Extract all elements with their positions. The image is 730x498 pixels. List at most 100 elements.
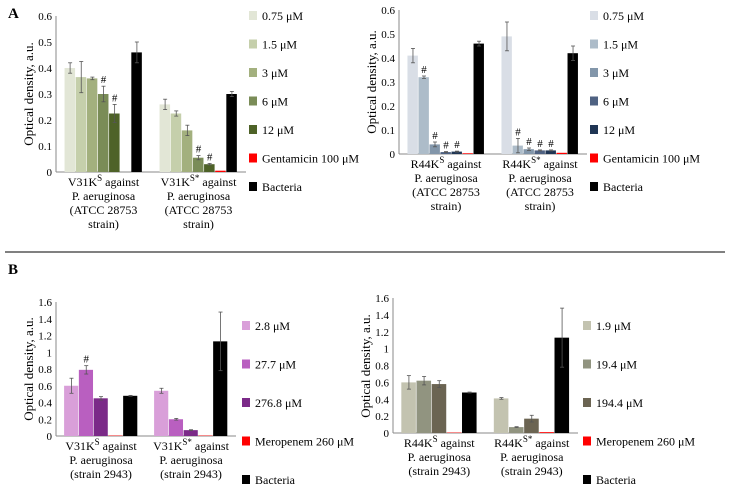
- category-label: R44KS* against: [502, 155, 578, 171]
- significance-mark: #: [454, 139, 460, 151]
- category-label-line: (strain 2943): [160, 467, 222, 481]
- significance-mark: #: [548, 138, 554, 150]
- bar: [123, 395, 138, 436]
- legend-swatch: [590, 125, 598, 134]
- bar: [181, 130, 193, 172]
- bar: [524, 418, 539, 433]
- significance-mark: #: [515, 126, 521, 138]
- significance-mark: #: [83, 354, 89, 366]
- y-tick-label: 0.2: [38, 115, 52, 127]
- y-tick-label: 0.8: [38, 364, 52, 376]
- legend-label: 3 μM: [262, 66, 288, 80]
- legend-swatch: [590, 68, 598, 77]
- legend-swatch: [242, 398, 250, 407]
- legend-label: Gentamicin 100 μM: [262, 152, 359, 166]
- legend-swatch: [583, 475, 591, 484]
- bar: [440, 152, 451, 154]
- legend-label: 27.7 μM: [255, 358, 296, 372]
- y-axis-label: Optical density, a.u.: [21, 42, 36, 146]
- legend-label: 194.4 μM: [596, 396, 643, 410]
- bar: [168, 419, 184, 436]
- y-tick-label: 1: [47, 347, 53, 359]
- significance-mark: #: [207, 151, 213, 163]
- bar: [131, 52, 142, 172]
- significance-mark: #: [101, 74, 107, 86]
- legend-label: Meropenem 260 μM: [255, 435, 354, 449]
- bar: [451, 151, 462, 154]
- legend-label: 1.5 μM: [262, 38, 297, 52]
- legend-swatch: [249, 182, 257, 191]
- legend-swatch: [583, 436, 591, 446]
- y-tick-label: 1.6: [38, 297, 52, 309]
- legend-label: Bacteria: [596, 473, 637, 487]
- legend-swatch: [242, 359, 250, 369]
- y-axis-label: Optical density, a.u.: [364, 30, 379, 134]
- y-tick-label: 1: [384, 344, 390, 356]
- y-tick-label: 0.3: [38, 89, 52, 101]
- category-label-line: P. aeruginosa: [408, 450, 472, 464]
- legend-swatch: [590, 182, 598, 191]
- legend-swatch: [249, 68, 257, 77]
- category-label-line: P. aeruginosa: [72, 189, 136, 203]
- legend-swatch: [590, 96, 598, 106]
- legend-label: 12 μM: [262, 123, 294, 137]
- category-label: R44KS against: [411, 155, 482, 171]
- bar: [78, 369, 94, 436]
- bar: [204, 164, 215, 172]
- bar: [416, 380, 432, 433]
- y-tick-label: 1.2: [375, 327, 389, 339]
- category-label-line: (ATCC 28753: [506, 185, 574, 199]
- y-tick-label: 0: [47, 167, 53, 179]
- category-label: V31KS* against: [161, 173, 238, 189]
- category-label-line: strain): [183, 217, 214, 231]
- category-label-line: (ATCC 28753: [165, 203, 233, 217]
- category-label-line: (ATCC 28753: [70, 203, 138, 217]
- bar: [431, 384, 447, 433]
- bar: [183, 430, 198, 436]
- y-tick-label: 1.6: [375, 293, 389, 305]
- category-label: V31KS* against: [153, 437, 230, 453]
- legend-swatch: [590, 39, 598, 49]
- legend-label: 0.75 μM: [262, 9, 303, 23]
- bar: [508, 427, 524, 433]
- y-tick-label: 0: [390, 149, 396, 161]
- category-label-line: strain): [88, 217, 119, 231]
- significance-mark: #: [526, 136, 532, 148]
- y-tick-label: 0.6: [381, 5, 395, 17]
- panel-label-b: B: [8, 262, 18, 278]
- y-tick-label: 0.4: [375, 394, 389, 406]
- category-label-line: P. aeruginosa: [167, 189, 231, 203]
- bar: [418, 77, 429, 154]
- legend-label: Bacteria: [603, 180, 644, 194]
- legend-swatch: [249, 11, 257, 20]
- legend-label: 6 μM: [603, 95, 629, 109]
- category-label-line: P. aeruginosa: [414, 171, 478, 185]
- category-label: V31KS against: [65, 437, 137, 453]
- legend-swatch: [249, 39, 257, 49]
- bar: [226, 94, 237, 172]
- bar: [213, 341, 228, 436]
- bar: [545, 150, 556, 154]
- bar: [567, 53, 578, 155]
- y-tick-label: 0.4: [381, 53, 395, 65]
- y-tick-label: 0.5: [381, 29, 395, 41]
- y-tick-label: 0.6: [38, 381, 52, 393]
- y-axis-label: Optical density, a.u.: [358, 314, 373, 418]
- bar: [192, 157, 204, 172]
- chart-a-r44k: 0 0.1 0.2 0.3 0.4 0.5 0.6 Optical density, a.u.…: [364, 5, 700, 213]
- y-axis-label: Optical density, a.u.: [21, 317, 36, 421]
- category-label-line: P. aeruginosa: [69, 453, 133, 467]
- legend-label: Gentamicin 100 μM: [603, 152, 700, 166]
- bar: [429, 144, 440, 154]
- bar: [523, 149, 534, 154]
- legend-swatch: [583, 398, 591, 407]
- y-tick-label: 0.2: [375, 411, 389, 423]
- y-tick-label: 0.3: [381, 77, 395, 89]
- bar: [93, 398, 108, 436]
- category-label-line: strain): [431, 199, 462, 213]
- category-label-line: (ATCC 28753: [412, 185, 480, 199]
- bar: [86, 78, 98, 172]
- y-tick-label: 0: [384, 428, 390, 440]
